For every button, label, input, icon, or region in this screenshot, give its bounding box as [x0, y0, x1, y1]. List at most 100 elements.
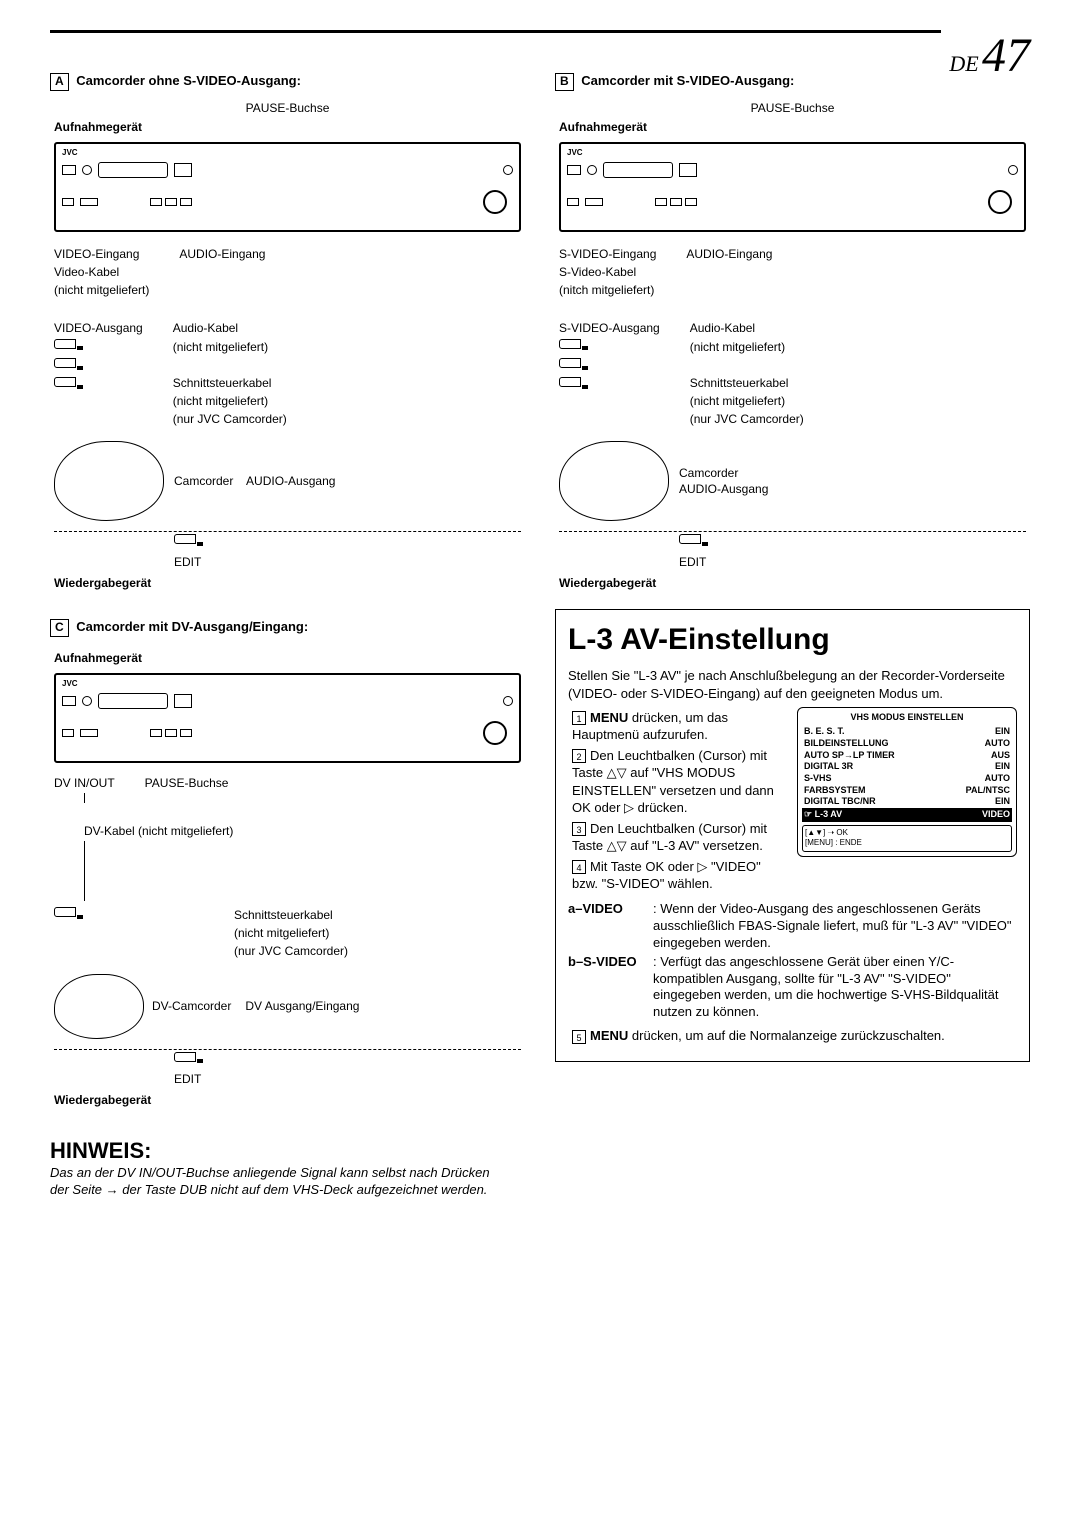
hinweis-text: Das an der DV IN/OUT-Buchse anliegende S… [50, 1165, 510, 1199]
camcorder-blob-a [54, 441, 164, 521]
audio-out-a: AUDIO-Ausgang [246, 474, 335, 488]
jack-icon [54, 377, 76, 387]
video-cable-a: Video-Kabel [54, 264, 149, 280]
not-supplied-c: (nicht mitgeliefert) [234, 925, 348, 941]
jack-icon [559, 377, 581, 387]
menu-k: DIGITAL 3R [804, 761, 853, 773]
camcorder-a: Camcorder [174, 474, 233, 488]
l3-box: L-3 AV-Einstellung Stellen Sie "L-3 AV" … [555, 609, 1030, 1061]
step3: Den Leuchtbalken (Cursor) mit Taste △▽ a… [572, 821, 767, 854]
menu-v: PAL/NTSC [966, 785, 1010, 797]
recorder-label-c: Aufnahmegerät [54, 651, 521, 667]
edit-cable-c: Schnittsteuerkabel [234, 907, 348, 923]
step1: MENU drücken, um das Hauptmenü aufzurufe… [572, 710, 728, 743]
vcr-graphic-b: JVC [559, 142, 1026, 232]
menu-hl-k: ☞ L-3 AV [804, 809, 842, 821]
opt-a-k: a–VIDEO [568, 901, 623, 916]
not-supplied-b2: (nicht mitgeliefert) [690, 339, 804, 355]
not-supplied-b1: (nitch mitgeliefert) [559, 282, 656, 298]
menu-k: DIGITAL TBC/NR [804, 796, 876, 808]
dvcam-c: DV-Camcorder [152, 998, 231, 1014]
vcr-graphic-a: JVC [54, 142, 521, 232]
not-supplied-b3: (nicht mitgeliefert) [690, 393, 804, 409]
diagram-a: PAUSE-Buchse Aufnahmegerät JVC VIDEO-Ein… [50, 97, 525, 600]
menu-v: EIN [995, 726, 1010, 738]
menu-title: VHS MODUS EINSTELLEN [802, 712, 1012, 724]
menu-v: AUTO [985, 773, 1010, 785]
video-out-a: VIDEO-Ausgang [54, 320, 143, 336]
audio-in-b: AUDIO-Eingang [686, 246, 772, 262]
svideo-out-b: S-VIDEO-Ausgang [559, 320, 660, 336]
top-rule: DE 47 [50, 30, 1030, 33]
page-num-value: 47 [982, 29, 1030, 82]
menu-v: AUS [991, 750, 1010, 762]
step4: Mit Taste OK oder ▷ "VIDEO" bzw. "S-VIDE… [572, 859, 761, 892]
menu-rows: B. E. S. T.EIN BILDEINSTELLUNGAUTO AUTO … [802, 726, 1012, 822]
edit-cable-a: Schnittsteuerkabel [173, 375, 287, 391]
camcorder-blob-c [54, 974, 144, 1039]
edit-c: EDIT [174, 1071, 521, 1087]
jvc-only-c: (nur JVC Camcorder) [234, 943, 348, 959]
l3-section: L-3 AV-Einstellung Stellen Sie "L-3 AV" … [555, 599, 1030, 1198]
menu-v: EIN [995, 761, 1010, 773]
jack-icon [174, 534, 196, 544]
recorder-label-b: Aufnahmegerät [559, 120, 1026, 136]
jack-icon [559, 358, 581, 368]
diagram-c: Aufnahmegerät JVC DV IN/OUT PAUSE-Buchse… [50, 643, 525, 1117]
edit-b: EDIT [679, 554, 1026, 570]
dv-jack-icon [54, 907, 76, 917]
vcr-graphic-c: JVC [54, 673, 521, 763]
diagram-b: PAUSE-Buchse Aufnahmegerät JVC S-VIDEO-E… [555, 97, 1030, 600]
player-label-a: Wiedergabegerät [54, 576, 521, 592]
label-box-c: C [50, 619, 69, 637]
pause-label-a: PAUSE-Buchse [54, 101, 521, 117]
jack-icon [54, 358, 76, 368]
section-a-title: Camcorder ohne S-VIDEO-Ausgang: [76, 73, 301, 88]
dvcable-c: DV-Kabel (nicht mitgeliefert) [84, 823, 521, 839]
section-c-title: Camcorder mit DV-Ausgang/Eingang: [76, 619, 308, 634]
section-c: C Camcorder mit DV-Ausgang/Eingang: Aufn… [50, 599, 525, 1198]
section-a: A Camcorder ohne S-VIDEO-Ausgang: PAUSE-… [50, 73, 525, 599]
jack-icon [174, 1052, 196, 1062]
audio-cable-b: Audio-Kabel [690, 320, 804, 336]
osd-menu: VHS MODUS EINSTELLEN B. E. S. T.EIN BILD… [797, 707, 1017, 857]
camcorder-b: Camcorder [679, 466, 738, 480]
pause-label-b: PAUSE-Buchse [559, 101, 1026, 117]
dvinout-c: DV IN/OUT [54, 775, 115, 791]
l3-heading: L-3 AV-Einstellung [568, 620, 1017, 659]
section-b: B Camcorder mit S-VIDEO-Ausgang: PAUSE-B… [555, 73, 1030, 599]
hinweis-block: HINWEIS: Das an der DV IN/OUT-Buchse anl… [50, 1137, 525, 1199]
label-box-b: B [555, 73, 574, 91]
menu-k: AUTO SP→LP TIMER [804, 750, 895, 762]
jack-icon [54, 339, 76, 349]
jvc-only-a: (nur JVC Camcorder) [173, 411, 287, 427]
audio-in-a: AUDIO-Eingang [179, 246, 265, 262]
player-label-b: Wiedergabegerät [559, 576, 1026, 592]
not-supplied-a2: (nicht mitgeliefert) [173, 339, 287, 355]
recorder-label-a: Aufnahmegerät [54, 120, 521, 136]
label-box-a: A [50, 73, 69, 91]
menu-k: S-VHS [804, 773, 832, 785]
audio-out-b: AUDIO-Ausgang [679, 482, 768, 496]
menu-v: EIN [995, 796, 1010, 808]
section-b-title: Camcorder mit S-VIDEO-Ausgang: [581, 73, 794, 88]
not-supplied-a3: (nicht mitgeliefert) [173, 393, 287, 409]
menu-foot1: [▲▼] ➝ OK [805, 828, 1009, 838]
opt-a-v: : Wenn der Video-Ausgang des angeschloss… [653, 901, 1017, 952]
menu-k: B. E. S. T. [804, 726, 845, 738]
page-prefix: DE [949, 51, 978, 76]
edit-cable-b: Schnittsteuerkabel [690, 375, 804, 391]
jack-icon [559, 339, 581, 349]
jack-icon [679, 534, 701, 544]
page-number: DE 47 [941, 25, 1030, 87]
not-supplied-a1: (nicht mitgeliefert) [54, 282, 149, 298]
l3-intro: Stellen Sie "L-3 AV" je nach Anschlußbel… [568, 667, 1017, 702]
step2: Den Leuchtbalken (Cursor) mit Taste △▽ a… [572, 748, 774, 816]
player-label-c: Wiedergabegerät [54, 1093, 521, 1109]
pause-c: PAUSE-Buchse [145, 775, 229, 791]
menu-hl-v: VIDEO [982, 809, 1010, 821]
menu-v: AUTO [985, 738, 1010, 750]
camcorder-blob-b [559, 441, 669, 521]
step5: MENU drücken, um auf die Normalanzeige z… [590, 1028, 945, 1043]
jvc-only-b: (nur JVC Camcorder) [690, 411, 804, 427]
